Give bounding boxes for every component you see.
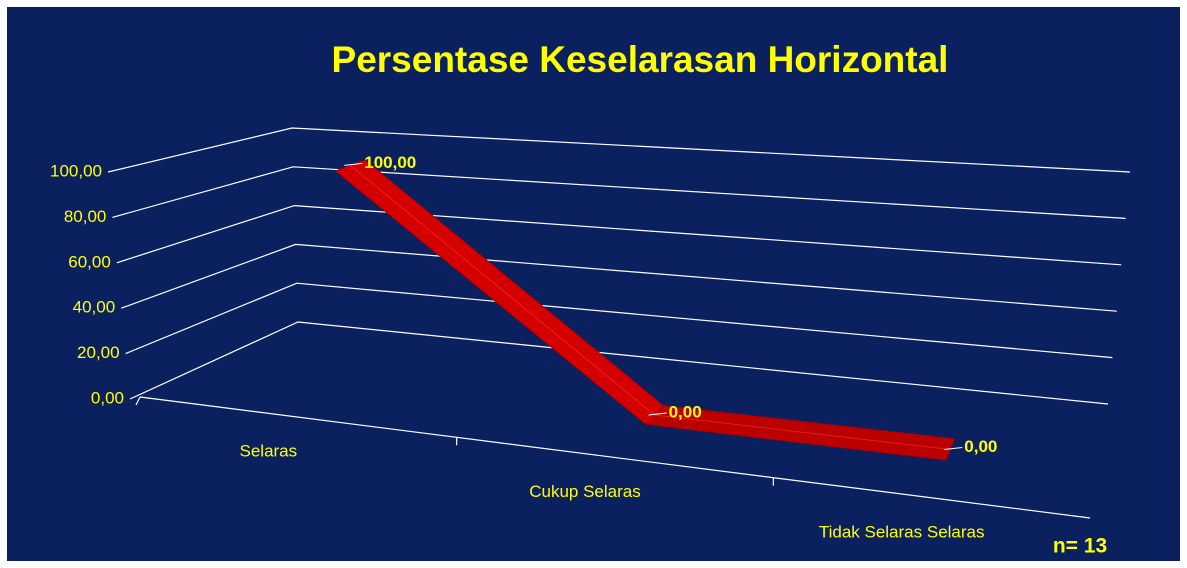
y-tick-label: 0,00: [91, 388, 124, 407]
y-tick-label: 100,00: [50, 161, 102, 180]
chart-background: [5, 5, 1182, 563]
ribbon-segment: [644, 405, 955, 461]
y-tick-label: 40,00: [73, 298, 116, 317]
grid-line: [112, 166, 1126, 219]
data-label: 0,00: [964, 437, 997, 456]
grid-line: [129, 321, 1109, 405]
line-series: [349, 165, 951, 450]
y-tick-label: 60,00: [68, 252, 111, 271]
label-leader: [944, 446, 963, 450]
label-leader: [648, 412, 667, 416]
floor-edge: [139, 396, 1091, 519]
x-tick-label: Selaras: [240, 442, 298, 461]
sample-size-note: n= 13: [1053, 535, 1107, 558]
grid-line: [107, 127, 1131, 173]
grid-line: [120, 243, 1117, 312]
grid-line: [125, 282, 1113, 359]
data-label: 0,00: [669, 402, 702, 421]
data-label: 100,00: [364, 153, 416, 172]
chart-title: Persentase Keselarasan Horizontal: [332, 39, 949, 80]
y-tick-label: 80,00: [64, 207, 107, 226]
label-leader: [344, 162, 363, 166]
axis-tick: [135, 396, 141, 406]
grid-line: [116, 204, 1122, 266]
x-tick-label: Tidak Selaras Selaras: [819, 522, 985, 541]
y-tick-label: 20,00: [77, 343, 120, 362]
x-tick-label: Cukup Selaras: [529, 482, 641, 501]
